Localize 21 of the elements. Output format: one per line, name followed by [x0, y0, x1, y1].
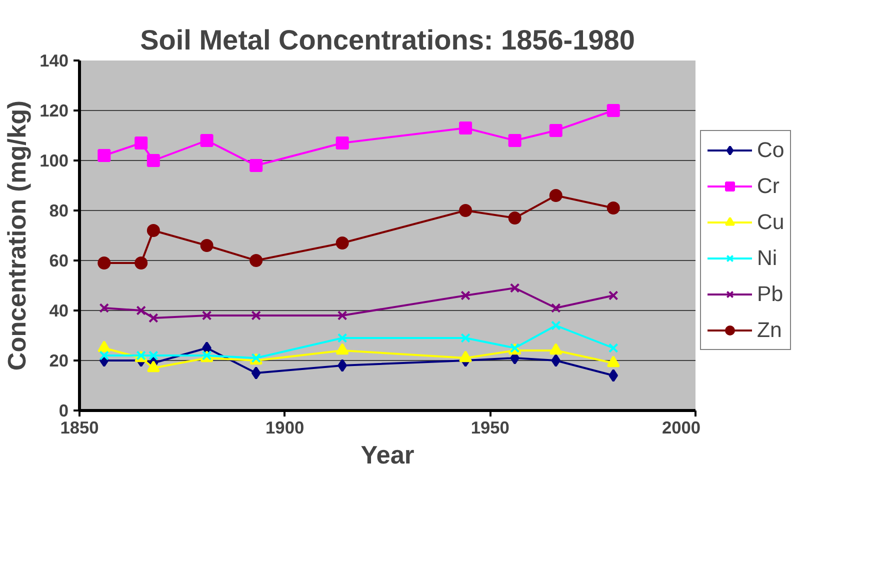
- legend-label: Co: [757, 137, 784, 163]
- x-tick-label: 1900: [266, 418, 304, 438]
- y-tick-label: 20: [49, 350, 69, 370]
- x-tick-label: 2000: [662, 418, 701, 438]
- y-tick-label: 140: [40, 50, 69, 70]
- y-tick-label: 100: [40, 150, 69, 170]
- legend-label: Cu: [757, 209, 784, 235]
- y-tick-label: 40: [49, 300, 69, 320]
- y-tick-label: 80: [49, 200, 69, 220]
- y-tick-label: 120: [40, 100, 69, 120]
- x-tick-label: 1850: [60, 418, 99, 438]
- legend-label: Cr: [757, 173, 780, 199]
- y-tick-label: 0: [58, 400, 69, 420]
- legend-label: Zn: [757, 317, 782, 343]
- x-axis-title: Year: [360, 442, 414, 470]
- x-tick-label: 1950: [470, 418, 510, 438]
- legend-label: Ni: [757, 245, 778, 271]
- chart-title: Soil Metal Concentrations: 1856-1980: [140, 24, 635, 56]
- legend-label: Pb: [757, 281, 784, 307]
- y-tick-label: 60: [49, 250, 69, 270]
- y-axis-title: Concentration (mg/kg): [4, 100, 32, 371]
